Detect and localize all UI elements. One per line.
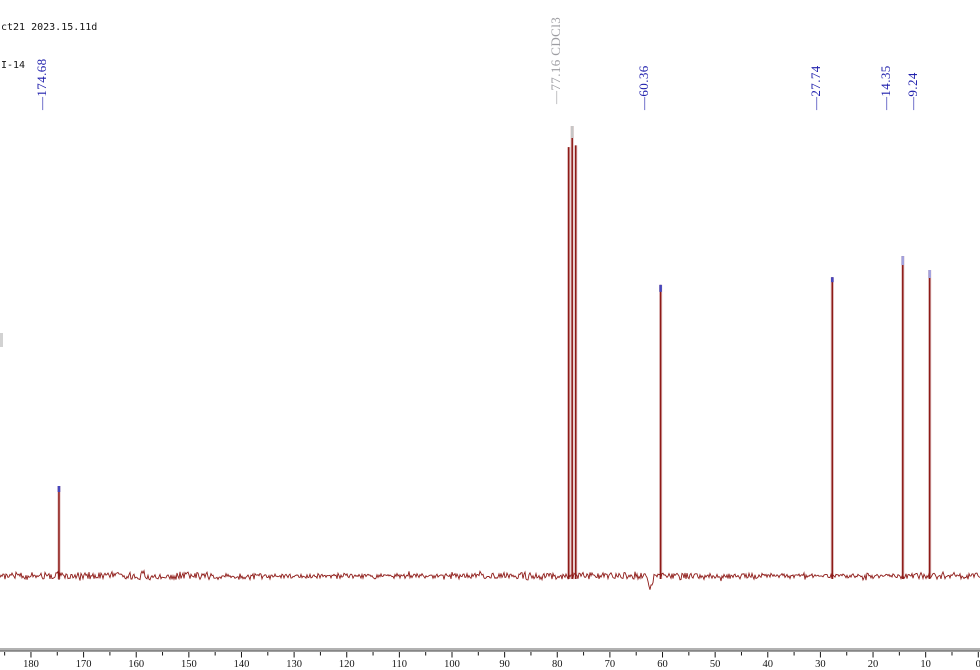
axis-tick-label: 150	[181, 659, 197, 670]
spectrum-metadata: ct21 2023.15.11d I-14	[1, 0, 97, 97]
axis-tick-label: 170	[76, 659, 92, 670]
axis-tick-label: 30	[815, 659, 826, 670]
axis-tick-label: 70	[605, 659, 616, 670]
axis-tick-label: 20	[868, 659, 879, 670]
axis-band	[0, 648, 980, 651]
axis-tick-label: 110	[392, 659, 407, 670]
peak-lines	[57, 126, 932, 579]
x-axis: 180 170 160 150 140 130 120 110 100 90 80 70 60 50 40 3…	[0, 648, 980, 670]
axis-tick-label: 60	[657, 659, 668, 670]
metadata-line-1: ct21 2023.15.11d	[1, 22, 98, 33]
axis-edge	[0, 650, 980, 652]
axis-tick-label: 160	[128, 659, 144, 670]
axis-tick-label: 40	[763, 659, 774, 670]
axis-tick-label: 90	[499, 659, 510, 670]
axis-tick-label: 80	[552, 659, 563, 670]
left-edge-mark	[0, 333, 3, 347]
axis-tick-label: 0	[976, 659, 980, 670]
axis-tick-label: 50	[710, 659, 721, 670]
noise-trace	[0, 569, 980, 590]
axis-tick-label: 130	[286, 659, 302, 670]
axis-tick-label: 100	[444, 659, 460, 670]
axis-tick-label: 140	[234, 659, 250, 670]
axis-tick-label: 180	[23, 659, 39, 670]
metadata-line-2: I-14	[1, 59, 26, 71]
axis-tick-label: 120	[339, 659, 355, 670]
axis-tick-label: 10	[920, 659, 931, 670]
